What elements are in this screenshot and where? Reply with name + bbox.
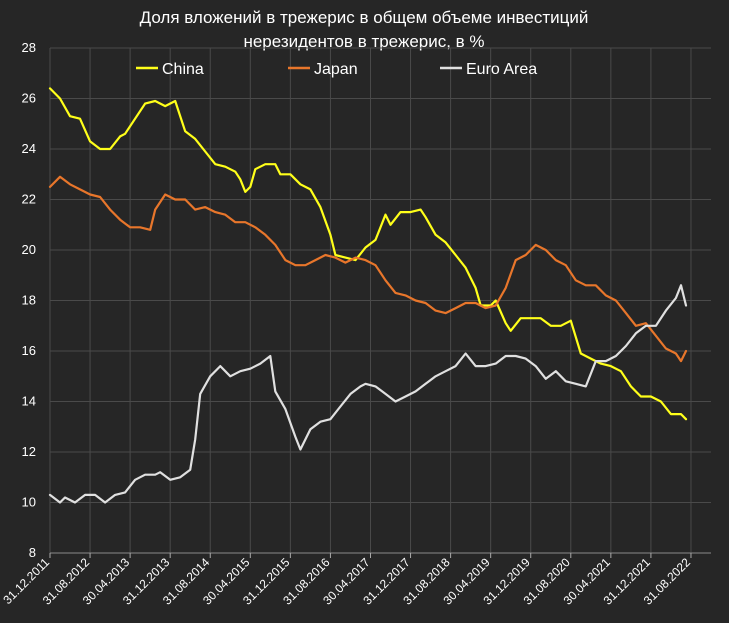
legend-label: Euro Area xyxy=(466,61,537,78)
y-tick-label: 14 xyxy=(22,394,36,409)
y-tick-label: 24 xyxy=(22,141,36,156)
legend-label: Japan xyxy=(314,61,358,78)
chart-title-line1: Доля вложений в трежерис в общем объеме … xyxy=(140,8,589,27)
y-tick-label: 26 xyxy=(22,91,36,106)
y-tick-label: 12 xyxy=(22,444,36,459)
series-line-japan xyxy=(48,175,688,363)
series-lines xyxy=(48,87,688,504)
legend-label: China xyxy=(162,61,204,78)
y-tick-label: 28 xyxy=(22,40,36,55)
y-tick-label: 16 xyxy=(22,343,36,358)
y-tick-label: 22 xyxy=(22,192,36,207)
y-tick-label: 10 xyxy=(22,495,36,510)
y-tick-label: 20 xyxy=(22,242,36,257)
y-axis-ticks: 8 10 12 14 16 18 20 22 24 26 28 xyxy=(22,40,36,560)
legend: China Japan Euro Area xyxy=(136,61,537,78)
series-line-euro-area xyxy=(48,284,688,504)
y-tick-label: 8 xyxy=(29,545,36,560)
chart-title-line2: нерезидентов в трежерис, в % xyxy=(243,32,484,51)
series-line-china xyxy=(48,87,688,421)
y-tick-label: 18 xyxy=(22,293,36,308)
grid xyxy=(49,47,711,554)
